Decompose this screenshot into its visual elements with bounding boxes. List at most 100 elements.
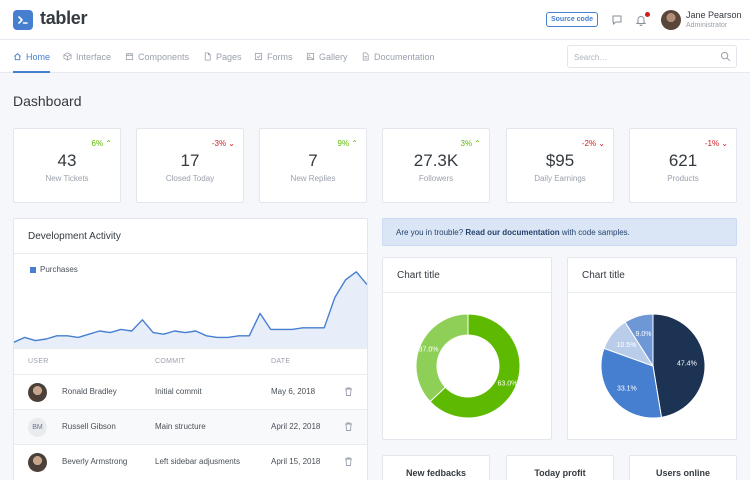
app-name[interactable]: tabler	[40, 8, 88, 28]
nav-item-gallery[interactable]: Gallery	[306, 40, 348, 73]
notification-badge	[645, 12, 650, 17]
search-icon[interactable]	[720, 51, 731, 62]
chevron-up-icon: ⌃	[351, 139, 358, 148]
nav-item-label: Home	[26, 51, 51, 62]
column-header-date[interactable]: DATE	[271, 358, 291, 365]
alert-prefix: Are you in trouble?	[396, 228, 464, 237]
donut-chart[interactable]: 37.0% 63.0%	[383, 294, 553, 439]
stat-label: Daily Earnings	[534, 174, 586, 183]
stat-change: 3% ⌃	[460, 139, 482, 148]
legend-swatch	[30, 266, 36, 273]
nav-item-home[interactable]: Home	[13, 40, 50, 73]
stat-change: 9% ⌃	[337, 139, 359, 148]
nav-item-forms[interactable]: Forms	[254, 40, 293, 73]
stat-change: 6% ⌃	[91, 139, 113, 148]
alert-suffix: with code samples.	[561, 228, 630, 237]
development-activity-card: Development Activity Purchases USER COMM…	[13, 218, 368, 480]
pie-slice[interactable]	[652, 313, 706, 418]
file-icon	[204, 52, 211, 61]
legend-label: Purchases	[40, 265, 78, 274]
source-code-button[interactable]: Source code	[546, 12, 598, 27]
stat-value: 43	[57, 151, 77, 170]
table-row[interactable]: BM Russell Gibson Main structure April 2…	[14, 409, 367, 444]
pie-slice[interactable]	[415, 313, 469, 403]
card-title: Chart title	[582, 270, 625, 281]
active-nav-indicator	[13, 71, 50, 73]
sparkline-series	[14, 271, 367, 343]
pie-slice[interactable]	[600, 347, 663, 419]
stat-card: -1% ⌄ 621 Products	[629, 128, 737, 203]
stat-card: 9% ⌃ 7 New Replies	[259, 128, 367, 203]
bell-icon[interactable]	[634, 13, 648, 27]
nav-item-label: Forms	[267, 51, 293, 62]
page-title: Dashboard	[13, 93, 82, 109]
pie-chart-card: Chart title 47.4% 33.1% 10.5% 9.0%	[567, 257, 737, 440]
top-bar: tabler Source code Jane Pearson Administ…	[0, 0, 750, 40]
card-title: Development Activity	[28, 231, 121, 242]
card-divider	[14, 348, 367, 349]
pie-chart[interactable]: 47.4% 33.1% 10.5% 9.0%	[568, 294, 738, 439]
stat-card: -3% ⌄ 17 Closed Today	[136, 128, 244, 203]
documentation-link[interactable]: Read our documentation	[465, 228, 560, 237]
new-feedbacks-card: New fedbacks	[382, 455, 490, 480]
slice-label: 9.0%	[636, 331, 652, 338]
stat-card: -2% ⌄ $95 Daily Earnings	[506, 128, 614, 203]
stat-change: -3% ⌄	[211, 139, 235, 148]
table-row[interactable]: Ronald Bradley Initial commit May 6, 201…	[14, 374, 367, 409]
nav-item-label: Documentation	[374, 51, 435, 62]
purchases-sparkline	[14, 271, 367, 349]
slice-label: 33.1%	[617, 385, 637, 392]
pie-slice[interactable]	[429, 313, 521, 419]
nav-item-components[interactable]: Components	[125, 40, 189, 73]
message-icon[interactable]	[610, 13, 624, 27]
check-square-icon	[254, 52, 263, 61]
search-box	[567, 45, 737, 68]
stat-label: New Tickets	[45, 174, 89, 183]
stat-card: 3% ⌃ 27.3K Followers	[382, 128, 490, 203]
stat-label: New Replies	[290, 174, 336, 183]
nav-item-interface[interactable]: Interface	[63, 40, 111, 73]
slice-label: 47.4%	[677, 361, 697, 368]
stat-label: Followers	[418, 174, 454, 183]
sparkline-area	[14, 271, 367, 349]
slice-label: 10.5%	[617, 342, 637, 349]
pie-slice[interactable]	[624, 313, 654, 368]
avatar: BM	[28, 418, 47, 437]
user-cell: Russell Gibson	[62, 422, 116, 431]
nav-item-label: Interface	[76, 51, 112, 62]
column-header-user[interactable]: USER	[28, 358, 49, 365]
nav-item-documentation[interactable]: Documentation	[361, 40, 435, 73]
documentation-alert: Are you in trouble? Read our documentati…	[382, 218, 737, 246]
stat-label: Closed Today	[165, 174, 215, 183]
slice-label: 63.0%	[498, 381, 518, 388]
column-header-commit[interactable]: COMMIT	[155, 358, 186, 365]
stat-label: Products	[667, 174, 699, 183]
stat-value: 27.3K	[413, 151, 459, 170]
user-avatar[interactable]	[661, 10, 681, 30]
chevron-up-icon: ⌃	[474, 139, 481, 148]
date-cell: May 6, 2018	[271, 387, 316, 396]
avatar	[28, 383, 47, 402]
date-cell: April 15, 2018	[271, 457, 321, 466]
search-input[interactable]	[574, 49, 714, 65]
user-name[interactable]: Jane Pearson	[686, 10, 742, 20]
chart-legend: Purchases	[30, 265, 78, 274]
commit-cell: Left sidebar adjusments	[155, 457, 240, 466]
donut-chart-card: Chart title 37.0% 63.0%	[382, 257, 552, 440]
calendar-icon	[125, 52, 134, 61]
nav-item-pages[interactable]: Pages	[203, 40, 242, 73]
home-icon	[14, 53, 21, 61]
card-title: Chart title	[397, 270, 440, 281]
trash-icon[interactable]	[343, 456, 354, 467]
chevron-up-icon: ⌃	[105, 139, 112, 148]
nav-item-label: Gallery	[319, 51, 348, 62]
table-row[interactable]: Beverly Armstrong Left sidebar adjusment…	[14, 444, 367, 479]
image-icon	[306, 52, 315, 61]
file-text-icon	[362, 52, 369, 61]
stat-value: $95	[545, 151, 575, 170]
tabler-logo-icon[interactable]	[13, 10, 33, 30]
box-icon	[63, 52, 72, 61]
trash-icon[interactable]	[343, 421, 354, 432]
stat-change: -1% ⌄	[704, 139, 728, 148]
trash-icon[interactable]	[343, 386, 354, 397]
